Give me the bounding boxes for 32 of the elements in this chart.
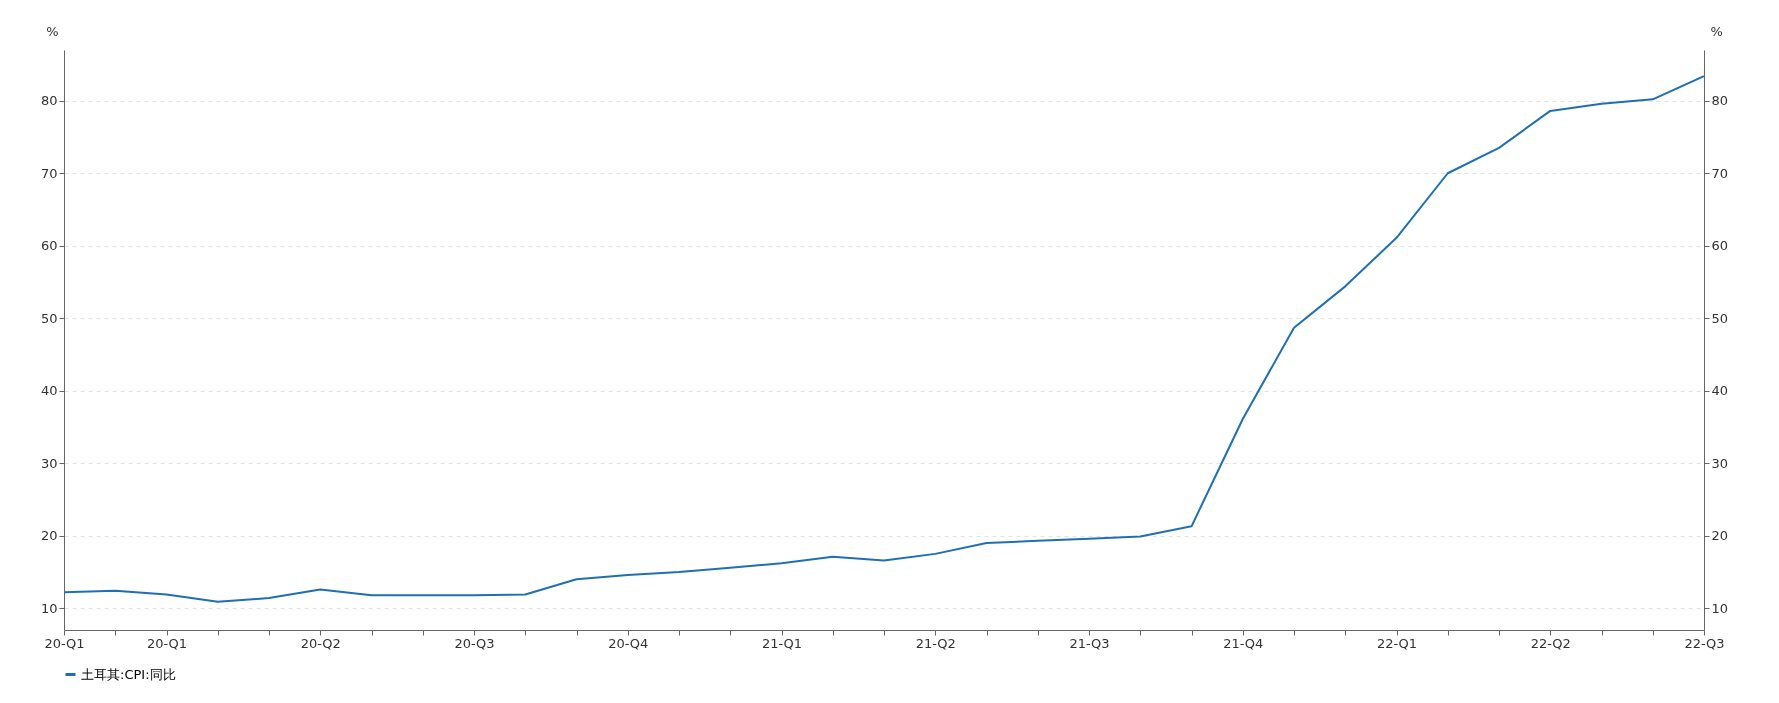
y-tick-label: 40 [40, 383, 58, 399]
x-tick-label: 21-Q2 [915, 635, 956, 651]
x-tick-label: 21-Q4 [1223, 635, 1264, 651]
y-tick-label: 60 [40, 238, 58, 254]
x-tick-label: 20-Q1 [44, 635, 85, 651]
x-tick-label: 22-Q1 [1376, 635, 1418, 651]
y-tick-label: 20 [40, 528, 58, 544]
x-tick-label: 20-Q1 [146, 635, 188, 651]
y2-tick-label: 60 [1711, 238, 1729, 254]
x-tick-label: 20-Q4 [608, 635, 649, 651]
y2-tick-label: 20 [1711, 528, 1729, 544]
y-tick-label: 50 [40, 310, 58, 326]
y-tick-label: 10 [40, 600, 58, 616]
y-axis-title: % [46, 23, 59, 39]
x-tick-label: 20-Q2 [300, 635, 341, 651]
y2-tick-label: 10 [1711, 600, 1729, 616]
x-tick-label: 21-Q3 [1069, 635, 1110, 651]
y-tick-label: 80 [40, 93, 58, 109]
y2-axis-title: % [1710, 23, 1723, 39]
y2-tick-label: 40 [1711, 383, 1729, 399]
y-tick-label: 30 [40, 455, 58, 471]
y2-tick-label: 80 [1711, 93, 1729, 109]
legend-label: 土耳其:CPI:同比 [81, 666, 176, 682]
x-tick-label: 22-Q2 [1530, 635, 1571, 651]
line-series [63, 75, 1705, 603]
y2-tick-label: 50 [1711, 310, 1729, 326]
y2-tick-label: 30 [1711, 455, 1729, 471]
x-tick-label: 20-Q3 [454, 635, 495, 651]
x-tick-label: 22-Q3 [1684, 635, 1725, 651]
x-tick-label: 21-Q1 [761, 635, 803, 651]
y-tick-label: 70 [40, 165, 58, 181]
y2-tick-label: 70 [1711, 165, 1729, 181]
